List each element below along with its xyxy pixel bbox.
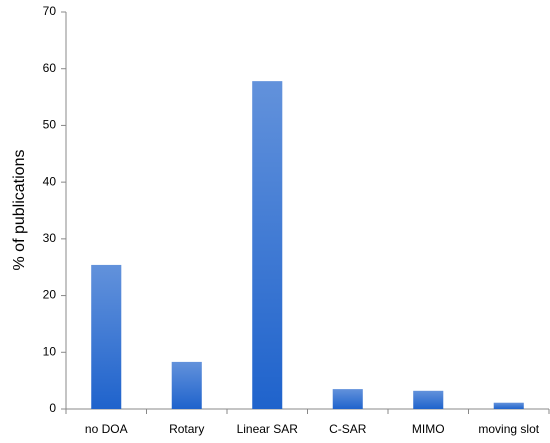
bar-shade [171,361,202,409]
y-tick-label: 60 [43,61,57,75]
bar-shade [493,402,524,409]
x-tick-label: C-SAR [329,422,367,436]
y-tick-label: 20 [43,288,57,302]
bar-shade [332,389,363,409]
y-tick-label: 70 [43,4,57,18]
x-tick-label: Rotary [169,422,204,436]
y-axis-label: % of publications [11,150,28,271]
bar-shade [252,81,283,409]
y-tick-label: 10 [43,344,57,358]
x-tick-label: moving slot [478,422,539,436]
y-tick-label: 40 [43,174,57,188]
y-tick-label: 0 [49,401,56,415]
y-tick-label: 30 [43,231,57,245]
bar-shade [91,264,122,409]
x-tick-label: Linear SAR [237,422,299,436]
y-tick-label: 50 [43,118,57,132]
x-tick-label: MIMO [412,422,445,436]
x-tick-label: no DOA [85,422,128,436]
bar-shade [413,390,444,409]
